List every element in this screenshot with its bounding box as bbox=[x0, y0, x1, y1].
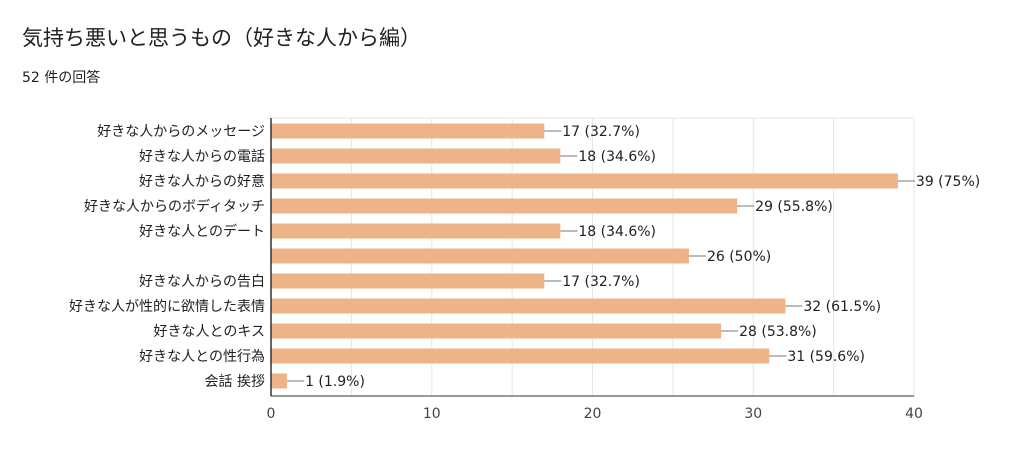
value-label: 18 (34.6%) bbox=[578, 224, 656, 240]
bar bbox=[271, 223, 561, 239]
value-label: 28 (53.8%) bbox=[739, 324, 817, 340]
response-count: 52 件の回答 bbox=[22, 70, 101, 86]
category-label: 好きな人からの告白 bbox=[139, 274, 265, 290]
x-tick-label: 20 bbox=[584, 406, 602, 422]
bar bbox=[271, 198, 738, 214]
value-label: 18 (34.6%) bbox=[578, 149, 656, 165]
category-label: 好きな人からの好意 bbox=[139, 173, 265, 190]
x-tick-label: 0 bbox=[267, 406, 276, 422]
value-label: 17 (32.7%) bbox=[562, 124, 640, 140]
bar bbox=[271, 148, 561, 164]
chart-title: 気持ち悪いと思うもの（好きな人から編） bbox=[22, 26, 421, 50]
category-label: 会話 挨拶 bbox=[205, 373, 265, 390]
bar bbox=[271, 273, 545, 289]
category-label: 好きな人とのデート bbox=[139, 223, 265, 240]
value-label: 31 (59.6%) bbox=[787, 349, 865, 365]
bar bbox=[271, 173, 898, 189]
value-label: 26 (50%) bbox=[707, 249, 771, 265]
x-tick-label: 30 bbox=[744, 406, 762, 422]
value-label: 39 (75%) bbox=[916, 174, 980, 190]
bar bbox=[271, 373, 288, 389]
bar bbox=[271, 248, 689, 264]
value-label: 1 (1.9%) bbox=[305, 374, 365, 390]
category-label: 好きな人からのメッセージ bbox=[97, 124, 265, 140]
category-label: 好きな人とのキス bbox=[154, 324, 265, 340]
value-label: 17 (32.7%) bbox=[562, 274, 640, 290]
category-label: 好きな人からのボディタッチ bbox=[84, 198, 265, 215]
bar bbox=[271, 123, 545, 139]
category-label: 好きな人が性的に欲情した表情 bbox=[69, 299, 265, 315]
value-label: 29 (55.8%) bbox=[755, 199, 833, 215]
value-label: 32 (61.5%) bbox=[803, 299, 881, 315]
bar bbox=[271, 348, 770, 364]
x-tick-label: 10 bbox=[423, 406, 441, 422]
category-label: 好きな人との性行為 bbox=[139, 349, 265, 365]
bar bbox=[271, 298, 786, 314]
bar bbox=[271, 323, 722, 339]
x-tick-label: 40 bbox=[905, 406, 923, 422]
category-label: 好きな人からの電話 bbox=[139, 148, 265, 165]
